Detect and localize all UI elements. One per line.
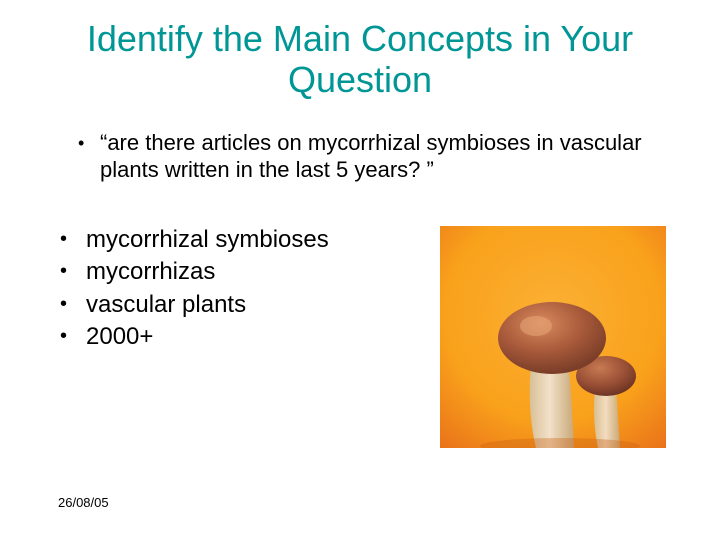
bullet-icon: • bbox=[60, 258, 67, 285]
mushroom-image bbox=[440, 226, 666, 448]
question-text-block: • “are there articles on mycorrhizal sym… bbox=[48, 129, 672, 184]
question-text: “are there articles on mycorrhizal symbi… bbox=[100, 130, 642, 183]
slide-date: 26/08/05 bbox=[58, 495, 109, 510]
bullet-icon: • bbox=[60, 226, 67, 253]
slide-container: Identify the Main Concepts in Your Quest… bbox=[0, 0, 720, 540]
bullet-icon: • bbox=[60, 323, 67, 350]
concept-text: vascular plants bbox=[86, 291, 246, 318]
slide-title: Identify the Main Concepts in Your Quest… bbox=[48, 18, 672, 101]
concept-text: mycorrhizal symbioses bbox=[86, 226, 329, 253]
concept-text: mycorrhizas bbox=[86, 258, 215, 285]
bullet-icon: • bbox=[78, 132, 84, 155]
bullet-icon: • bbox=[60, 291, 67, 318]
concept-text: 2000+ bbox=[86, 323, 153, 350]
